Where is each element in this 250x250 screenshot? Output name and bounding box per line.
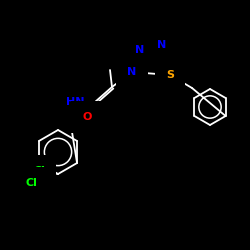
Text: S: S (166, 70, 174, 80)
Text: O: O (82, 112, 92, 122)
Text: N: N (158, 40, 166, 50)
Text: Cl: Cl (25, 178, 37, 188)
Text: HN: HN (66, 97, 84, 107)
Text: Cl: Cl (33, 166, 45, 176)
Text: N: N (128, 67, 136, 77)
Text: N: N (136, 45, 144, 55)
